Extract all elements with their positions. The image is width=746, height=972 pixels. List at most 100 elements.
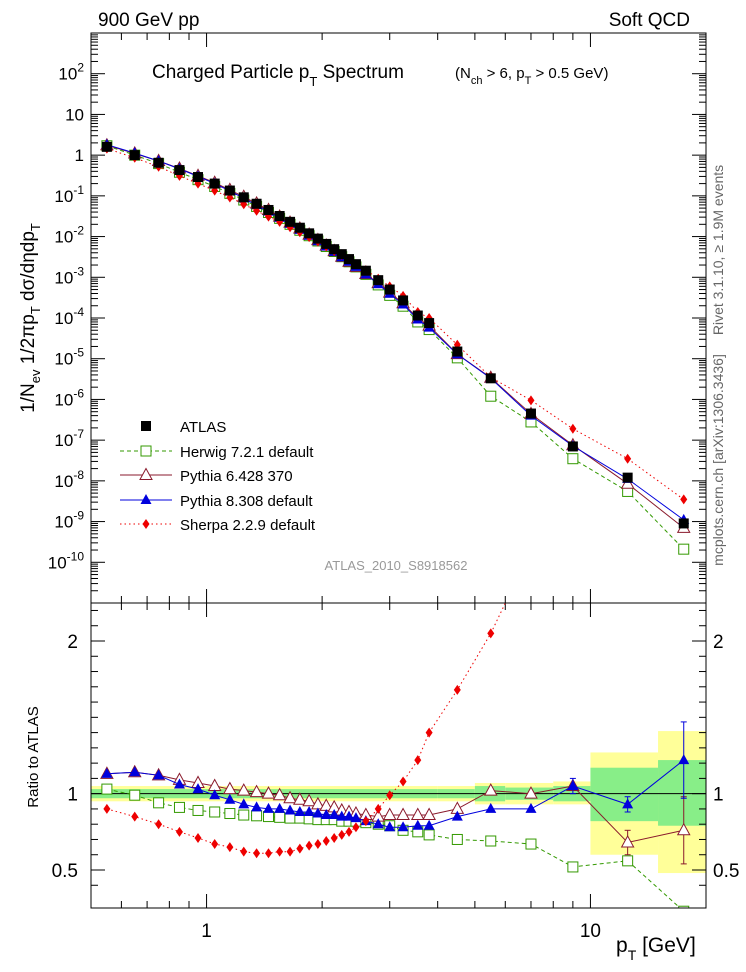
cuts-e: > 0.5 GeV) <box>531 65 608 82</box>
point-data <box>384 284 395 295</box>
ratio-point-pythia8 <box>238 798 250 809</box>
cuts-label: (Nch > 6, pT > 0.5 GeV) <box>455 65 608 87</box>
ratio-point-pythia6 <box>410 807 425 821</box>
ratio-point-pythia8 <box>101 767 113 778</box>
ratio-point-pythia6 <box>620 834 635 848</box>
ratio-point-herwig <box>251 810 263 822</box>
ratio-point-pythia8 <box>397 821 409 832</box>
ratio-point-herwig <box>209 806 221 818</box>
ratio-point-pythia8 <box>372 818 384 829</box>
legend-label: Pythia 8.308 default <box>180 493 313 510</box>
ratio-series-pythia6 <box>100 764 691 865</box>
y-tick-label: 10 <box>65 105 84 124</box>
ratio-point-herwig <box>224 808 236 820</box>
ratio-point-sherpa <box>453 684 461 695</box>
ratio-point-sherpa <box>362 816 370 827</box>
ratio-series-pythia8 <box>101 721 690 832</box>
ratio-point-herwig <box>238 809 250 821</box>
legend-item-pythia6: Pythia 6.428 370 <box>120 467 293 485</box>
process-label: Soft QCD <box>609 10 690 31</box>
point-data <box>567 441 578 452</box>
ratio-point-sherpa <box>399 776 407 787</box>
ratio-y-tick-label-right: 1 <box>713 785 724 806</box>
ratio-y-tick-label-right: 2 <box>713 632 724 653</box>
point-sherpa <box>527 395 535 406</box>
ratio-point-herwig <box>451 833 463 845</box>
ratio-point-pythia8 <box>192 783 204 794</box>
cuts-a: (N <box>455 65 471 82</box>
point-data <box>174 165 185 176</box>
legend-label: Sherpa 2.2.9 default <box>180 517 316 534</box>
ratio-point-pythia8 <box>343 810 355 821</box>
ratio-point-herwig <box>101 783 113 795</box>
ratio-point-pythia6 <box>422 807 436 821</box>
series-line-pythia8 <box>106 144 684 521</box>
series-line-herwig <box>106 145 685 550</box>
x-tick-label: 1 <box>201 921 212 942</box>
ratio-point-pythia6 <box>223 781 237 795</box>
band-inner <box>658 760 706 826</box>
ratio-point-pythia8 <box>320 809 332 820</box>
legend-label: ATLAS <box>180 419 226 436</box>
ratio-axis-ticks: 0.5 0.5 1 1 2 2 1 10 <box>52 603 739 942</box>
ratio-point-sherpa <box>265 848 273 859</box>
ratio-bands <box>91 731 706 874</box>
point-data <box>424 318 435 329</box>
ratio-point-pythia6 <box>236 783 251 796</box>
point-data <box>344 254 355 265</box>
rivet-label: Rivet 3.1.10, ≥ 1.9M events <box>710 165 726 335</box>
y-tick-label: 102 <box>58 61 84 84</box>
ratio-point-sherpa <box>305 840 313 851</box>
ratio-y-tick-label-right: 0.5 <box>713 861 739 882</box>
ratio-point-pythia8 <box>567 780 579 791</box>
legend-marker <box>140 494 152 504</box>
cuts-b: ch <box>471 75 483 87</box>
ratio-point-pythia8 <box>412 819 424 830</box>
point-data <box>101 141 112 152</box>
point-data <box>224 185 235 196</box>
point-data <box>412 310 423 321</box>
series-pythia8 <box>101 138 690 524</box>
ratio-point-pythia6 <box>483 783 498 796</box>
ratio-point-pythia6 <box>676 822 691 836</box>
ratio-point-pythia8 <box>251 801 263 812</box>
ratio-point-pythia6 <box>249 784 264 798</box>
point-data <box>238 192 249 203</box>
point-herwig <box>567 453 579 465</box>
ratio-ylabel: Ratio to ATLAS <box>25 706 42 807</box>
ratio-point-pythia8 <box>336 810 348 821</box>
y-tick-label: 10-9 <box>54 509 84 532</box>
ratio-point-pythia8 <box>622 798 634 809</box>
ratio-point-sherpa <box>386 790 394 801</box>
ratio-point-pythia8 <box>294 805 306 816</box>
ratio-point-pythia8 <box>678 754 690 765</box>
ratio-point-sherpa <box>131 811 139 822</box>
main-series-group <box>100 137 691 555</box>
ratio-point-herwig <box>284 812 296 824</box>
point-sherpa <box>680 494 688 505</box>
point-data <box>274 211 285 222</box>
point-data <box>336 249 347 260</box>
main-ylabel: 1/Nev 1/2πpT dσ/dηdpT <box>18 223 43 413</box>
ratio-point-pythia8 <box>350 812 362 823</box>
point-data <box>452 346 463 357</box>
ratio-point-sherpa <box>175 826 183 837</box>
ratio-point-herwig <box>525 838 537 850</box>
legend: ATLAS Herwig 7.2.1 default Pythia 6.428 37… <box>120 419 316 534</box>
ratio-point-pythia6 <box>396 807 410 821</box>
legend-item-pythia8: Pythia 8.308 default <box>120 493 313 510</box>
ratio-point-pythia8 <box>263 802 275 813</box>
point-data <box>263 204 274 215</box>
title-rest: Spectrum <box>317 62 404 83</box>
mcplots-label: mcplots.cern.ch [arXiv:1306.3436] <box>710 354 726 566</box>
ratio-point-herwig <box>485 835 497 847</box>
point-data <box>678 518 689 529</box>
ratio-series-clip <box>100 603 691 908</box>
point-data <box>251 198 262 209</box>
point-data <box>525 408 536 419</box>
y-tick-label: 10-10 <box>48 549 85 572</box>
legend-label: Pythia 6.428 370 <box>180 468 293 485</box>
ratio-point-pythia8 <box>384 821 396 832</box>
point-data <box>321 238 332 249</box>
ratio-point-pythia6 <box>261 786 276 799</box>
